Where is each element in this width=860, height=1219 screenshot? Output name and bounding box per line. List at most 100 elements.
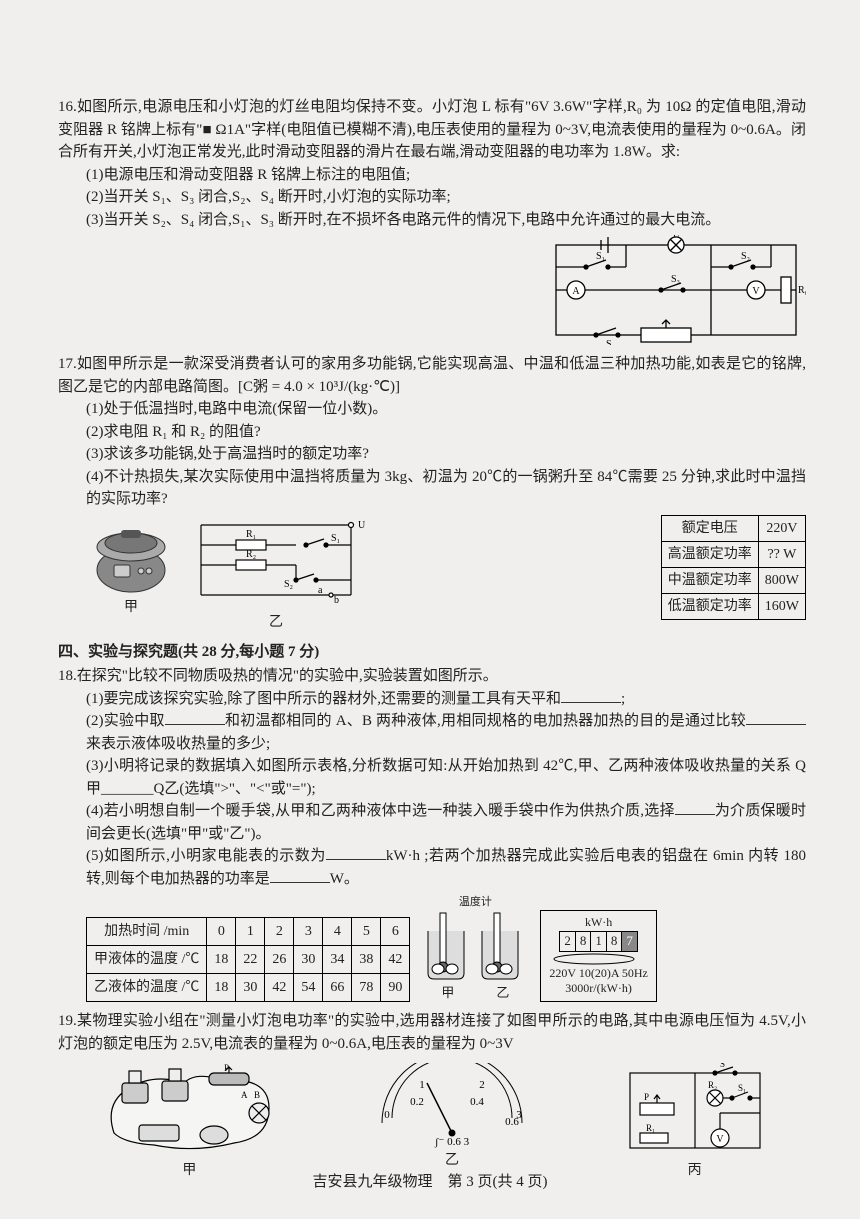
q18-data-table: 加热时间 /min 0123456 甲液体的温度 /℃ 182226303438… xyxy=(86,917,410,1002)
q16-sub1: (1)电源电压和滑动变阻器 R 铭牌上标注的电阻值; xyxy=(58,164,806,187)
q18-th5: 4 xyxy=(323,918,352,946)
svg-text:S₄: S₄ xyxy=(606,339,616,345)
q18-s5c: W。 xyxy=(330,871,359,887)
svg-text:R₀: R₀ xyxy=(798,285,806,296)
c: 18 xyxy=(207,946,236,974)
q16-sub2: (2)当开关 S₁、S₃ 闭合,S₂、S₄ 断开时,小灯泡的实际功率; xyxy=(58,186,806,209)
svg-text:S: S xyxy=(720,1063,725,1069)
q19-ammeter-dial: 0 1 2 3 0.2 0.4 0.6 ʃ⁻ 0.6 3 xyxy=(367,1063,537,1148)
d: 1 xyxy=(591,932,607,951)
t: 2 xyxy=(479,1079,485,1091)
meter-disc-icon xyxy=(549,952,639,966)
svg-text:S₂: S₂ xyxy=(284,579,293,590)
c: 30 xyxy=(236,974,265,1002)
q17-t-r3c1: 中温额定功率 xyxy=(661,567,758,593)
svg-text:R₁: R₁ xyxy=(646,1123,655,1133)
c: 90 xyxy=(381,974,410,1002)
question-18: 18.在探究"比较不同物质吸热的情况"的实验中,实验装置如图所示。 (1)要完成… xyxy=(58,665,806,1002)
d: 7 xyxy=(622,932,637,951)
t: ʃ⁻ 0.6 3 xyxy=(434,1136,470,1148)
q18-beaker-fig: 温度计 甲 乙 xyxy=(420,894,530,1002)
c: 42 xyxy=(381,946,410,974)
c: 42 xyxy=(265,974,294,1002)
svg-text:S₁: S₁ xyxy=(596,251,605,262)
q17-param-table: 额定电压220V 高温额定功率?? W 中温额定功率800W 低温额定功率160… xyxy=(661,515,806,620)
q18-sub4: (4)若小明想自制一个暖手袋,从甲和乙两种液体中选一种装入暖手袋中作为供热介质,… xyxy=(58,800,806,845)
q18-th2: 1 xyxy=(236,918,265,946)
svg-text:V: V xyxy=(716,1134,724,1145)
t: 1 xyxy=(419,1079,425,1091)
q19-cap2: 乙 xyxy=(367,1150,537,1171)
q16-figure-row: L S₁ S₂ A S₃ V R₀ xyxy=(58,235,806,345)
q18-th4: 3 xyxy=(294,918,323,946)
question-19: 19.某物理实验小组在"测量小灯泡电功率"的实验中,选用器材连接了如图甲所示的电… xyxy=(58,1010,806,1181)
c: 54 xyxy=(294,974,323,1002)
q17-cap2: 乙 xyxy=(186,612,366,633)
q18-cap2: 乙 xyxy=(496,983,509,1003)
q18-r1: 甲液体的温度 /℃ xyxy=(87,946,207,974)
q17-t-r3c2: 800W xyxy=(758,567,805,593)
svg-text:B: B xyxy=(254,1090,260,1100)
c: 38 xyxy=(352,946,381,974)
q18-num: 18. xyxy=(58,668,77,684)
svg-text:S₁: S₁ xyxy=(738,1083,746,1093)
q18-cap1: 甲 xyxy=(441,983,454,1003)
q18-r2: 乙液体的温度 /℃ xyxy=(87,974,207,1002)
q19-stem: 19.某物理实验小组在"测量小灯泡电功率"的实验中,选用器材连接了如图甲所示的电… xyxy=(58,1010,806,1055)
q17-figure-row: 甲 U R₁ R₂ S₁ xyxy=(58,515,806,633)
q19-num: 19. xyxy=(58,1013,77,1029)
meter-digits: 28187 xyxy=(559,931,638,952)
q16-num: 16. xyxy=(58,99,77,115)
svg-text:R₂: R₂ xyxy=(246,549,256,560)
q18-stem-text: 在探究"比较不同物质吸热的情况"的实验中,实验装置如图所示。 xyxy=(77,668,498,684)
svg-text:S₂: S₂ xyxy=(741,251,750,262)
d: 8 xyxy=(576,932,592,951)
q17-t-r1c1: 额定电压 xyxy=(661,515,758,541)
blank xyxy=(746,710,806,725)
t: 0.4 xyxy=(470,1096,484,1108)
q18-thermo-label: 温度计 xyxy=(420,894,530,911)
question-16: 16.如图所示,电源电压和小灯泡的灯丝电阻均保持不变。小灯泡 L 标有"6V 3… xyxy=(58,96,806,345)
q18-sub1: (1)要完成该探究实验,除了图中所示的器材外,还需要的测量工具有天平和; xyxy=(58,688,806,711)
svg-text:V: V xyxy=(752,286,760,297)
q16-stem: 16.如图所示,电源电压和小灯泡的灯丝电阻均保持不变。小灯泡 L 标有"6V 3… xyxy=(58,96,806,164)
d: 2 xyxy=(560,932,576,951)
blank xyxy=(165,710,225,725)
svg-text:L: L xyxy=(673,235,679,240)
q17-sub2: (2)求电阻 R₁ 和 R₂ 的阻值? xyxy=(58,421,806,444)
q18-s2b: 和初温都相同的 A、B 两种液体,用相同规格的电加热器加热的目的是通过比较 xyxy=(225,713,746,729)
svg-text:R₁: R₁ xyxy=(246,529,256,540)
svg-text:R₂: R₂ xyxy=(708,1080,717,1090)
blank xyxy=(270,868,330,883)
meter-unit: kW·h xyxy=(549,915,647,931)
q18-sub5: (5)如图所示,小明家电能表的示数为kW·h ;若两个加热器完成此实验后电表的铝… xyxy=(58,845,806,890)
q18-s1a: (1)要完成该探究实验,除了图中所示的器材外,还需要的测量工具有天平和 xyxy=(86,691,561,707)
page-footer: 吉安县九年级物理 第 3 页(共 4 页) xyxy=(0,1171,860,1194)
q18-th7: 6 xyxy=(381,918,410,946)
q18-beakers-icon xyxy=(420,911,530,983)
c: 22 xyxy=(236,946,265,974)
svg-text:S₁: S₁ xyxy=(331,533,340,544)
svg-text:A: A xyxy=(241,1090,248,1100)
q18-figure-row: 加热时间 /min 0123456 甲液体的温度 /℃ 182226303438… xyxy=(58,894,806,1002)
q18-s5a: (5)如图所示,小明家电能表的示数为 xyxy=(86,848,326,864)
svg-text:S₃: S₃ xyxy=(671,274,680,285)
c: 66 xyxy=(323,974,352,1002)
c: 78 xyxy=(352,974,381,1002)
svg-text:b: b xyxy=(334,595,339,606)
q17-sub4: (4)不计热损失,某次实际使用中温挡将质量为 3kg、初温为 20℃的一锅粥升至… xyxy=(58,466,806,511)
question-17: 17.如图甲所示是一款深受消费者认可的家用多功能锅,它能实现高温、中温和低温三种… xyxy=(58,353,806,633)
t: 0 xyxy=(384,1109,390,1121)
q18-s2a: (2)实验中取 xyxy=(86,713,165,729)
q18-th1: 0 xyxy=(207,918,236,946)
meter-line2: 3000r/(kW·h) xyxy=(549,981,647,997)
q19-circuit-photo: P AB xyxy=(94,1063,284,1158)
c: 34 xyxy=(323,946,352,974)
section-4-heading: 四、实验与探究题(共 28 分,每小题 7 分) xyxy=(58,641,806,664)
q16-sub3: (3)当开关 S₂、S₄ 闭合,S₁、S₃ 断开时,在不损坏各电路元件的情况下,… xyxy=(58,209,806,232)
q18-sub3: (3)小明将记录的数据填入如图所示表格,分析数据可知:从开始加热到 42℃,甲、… xyxy=(58,755,806,800)
q17-circuit-diagram: U R₁ R₂ S₁ S₂ a b xyxy=(186,515,366,610)
q17-stem-text: 如图甲所示是一款深受消费者认可的家用多功能锅,它能实现高温、中温和低温三种加热功… xyxy=(58,356,806,395)
blank xyxy=(326,845,386,860)
q18-th6: 5 xyxy=(352,918,381,946)
